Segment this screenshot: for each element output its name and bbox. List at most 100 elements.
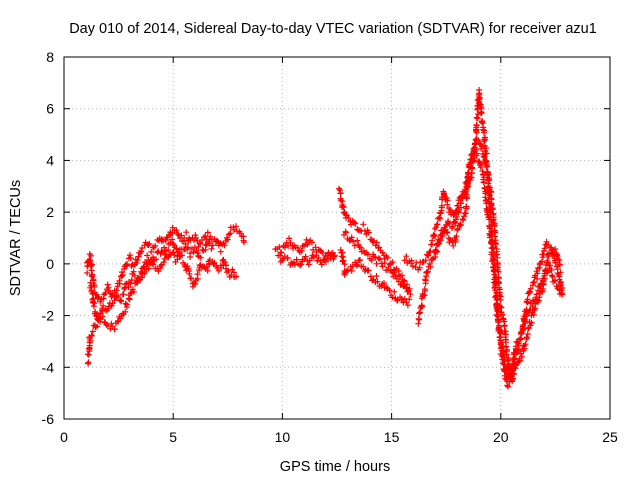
data-point: [522, 317, 529, 323]
x-tick-labels: 0 5 10 15 20 25: [60, 429, 618, 445]
data-point: [197, 254, 204, 261]
data-point: [551, 278, 558, 284]
data-point: [416, 264, 423, 271]
data-point: [348, 267, 355, 274]
data-point: [184, 263, 191, 270]
data-point: [130, 268, 137, 275]
data-point: [165, 247, 172, 253]
grid-lines: [64, 57, 610, 419]
data-point: [206, 240, 213, 247]
data-point: [552, 259, 559, 266]
data-point: [153, 256, 159, 263]
data-point: [437, 215, 443, 222]
data-point: [373, 239, 380, 246]
data-point: [488, 202, 495, 209]
data-point: [406, 296, 413, 303]
data-point: [88, 333, 95, 339]
data-point: [305, 261, 312, 268]
data-point: [154, 249, 161, 256]
data-point: [381, 260, 388, 266]
data-point: [146, 240, 153, 247]
data-point: [173, 227, 180, 234]
data-point: [284, 255, 291, 262]
data-point: [487, 184, 493, 191]
data-point: [85, 360, 91, 367]
data-point: [534, 270, 541, 277]
data-point: [528, 319, 535, 326]
data-point: [231, 226, 237, 233]
data-point: [386, 287, 393, 294]
data-point: [375, 244, 382, 251]
data-point: [434, 221, 441, 228]
data-point: [88, 267, 95, 274]
data-point: [494, 312, 500, 318]
data-point: [218, 264, 224, 271]
data-point: [483, 145, 490, 152]
data-point: [150, 261, 157, 268]
data-point: [422, 287, 429, 294]
data-point: [342, 229, 349, 236]
data-point: [476, 101, 483, 107]
data-point: [480, 153, 487, 160]
data-point: [374, 278, 381, 285]
data-point: [408, 257, 415, 264]
data-point: [465, 169, 472, 176]
data-point: [505, 354, 512, 361]
data-point: [535, 297, 542, 304]
data-point: [453, 233, 460, 240]
data-point: [524, 331, 531, 337]
data-point: [553, 251, 560, 258]
data-point: [505, 383, 511, 390]
data-point: [209, 242, 216, 249]
data-point: [478, 143, 485, 150]
data-point: [217, 248, 224, 255]
data-point: [522, 341, 529, 348]
data-point: [369, 277, 376, 284]
data-point: [160, 259, 167, 266]
data-point: [131, 272, 138, 279]
data-point: [446, 220, 453, 227]
data-point: [109, 300, 116, 307]
data-point: [104, 281, 111, 288]
chart-title: Day 010 of 2014, Sidereal Day-to-day VTE…: [69, 21, 597, 37]
data-point: [384, 254, 391, 261]
data-point: [389, 259, 396, 266]
data-point: [441, 192, 447, 198]
data-point: [325, 250, 332, 257]
data-point: [354, 262, 361, 269]
data-point: [492, 287, 499, 294]
data-point: [484, 163, 491, 170]
data-point: [453, 214, 460, 220]
data-point: [349, 263, 356, 270]
data-point: [171, 252, 178, 258]
x-tick-label: 10: [275, 429, 291, 445]
data-point: [543, 238, 550, 245]
data-point: [357, 244, 364, 251]
data-point: [372, 254, 379, 261]
data-point: [357, 257, 363, 263]
y-tick-label: 8: [46, 49, 54, 65]
data-point: [87, 252, 94, 259]
data-point: [505, 363, 512, 370]
data-point: [105, 303, 112, 310]
x-tick-label: 15: [384, 429, 400, 445]
data-point: [340, 257, 347, 264]
data-point: [490, 216, 497, 223]
data-point: [138, 248, 145, 255]
data-point: [490, 256, 497, 263]
data-point: [488, 189, 495, 196]
data-point: [317, 247, 324, 254]
data-point: [241, 239, 247, 246]
data-point: [530, 311, 537, 318]
data-point: [174, 230, 181, 237]
data-point: [337, 190, 344, 197]
data-point: [518, 335, 525, 342]
data-point: [113, 287, 120, 294]
data-point: [123, 301, 130, 308]
data-point: [214, 238, 221, 245]
data-point: [538, 258, 545, 265]
x-tick-label: 5: [169, 429, 177, 445]
data-point: [147, 257, 154, 264]
data-point: [517, 357, 523, 364]
y-tick-labels: -6 -4 -2 0 2 4 6 8: [42, 49, 55, 427]
